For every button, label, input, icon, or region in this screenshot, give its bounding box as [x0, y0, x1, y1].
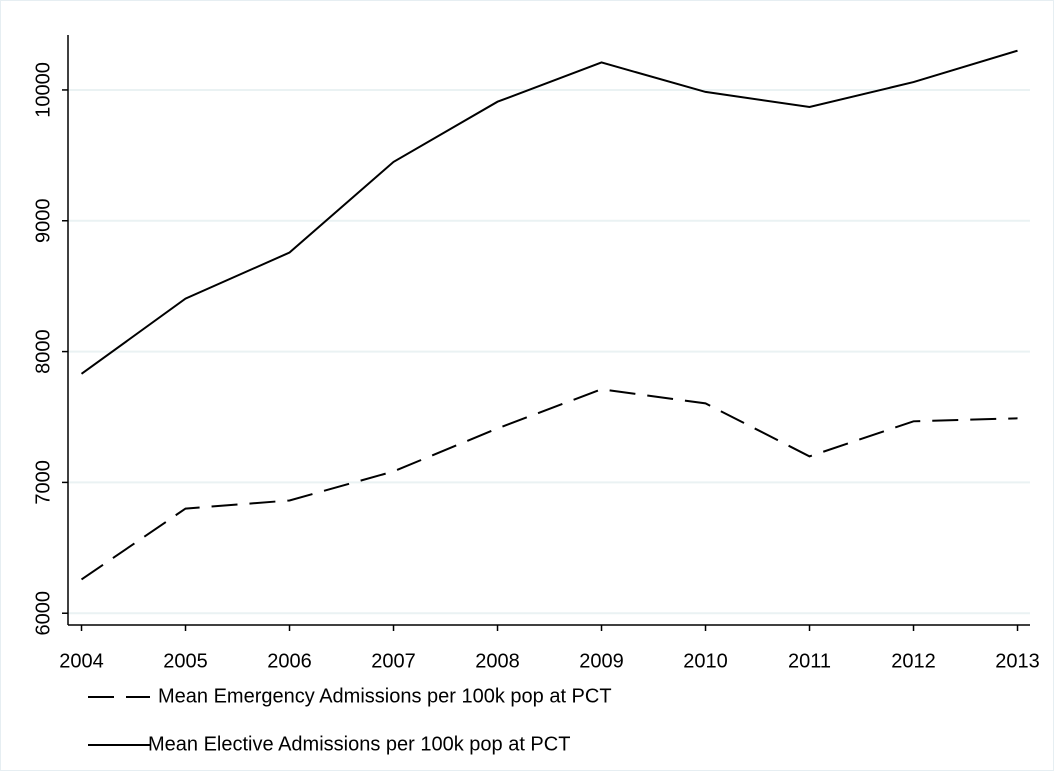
x-tick-label: 2004 — [59, 650, 104, 672]
series-line — [80, 388, 1018, 581]
legend-label: Mean Emergency Admissions per 100k pop a… — [158, 685, 612, 707]
x-tick-label: 2008 — [475, 650, 520, 672]
legend-label: Mean Elective Admissions per 100k pop at… — [148, 733, 570, 755]
x-tick-label: 2011 — [788, 650, 831, 672]
x-tick-label: 2012 — [891, 650, 936, 672]
y-tick-label: 10000 — [32, 62, 54, 118]
x-tick-label: 2013 — [995, 650, 1040, 672]
y-tick-label: 7000 — [32, 460, 54, 505]
x-tick-label: 2007 — [371, 650, 416, 672]
y-tick-label: 9000 — [32, 199, 54, 244]
y-tick-label: 6000 — [32, 591, 54, 636]
x-tick-label: 2010 — [683, 650, 728, 672]
x-tick-label: 2005 — [163, 650, 208, 672]
x-tick-label: 2009 — [579, 650, 624, 672]
y-tick-label: 8000 — [32, 329, 54, 374]
series-line — [80, 49, 1018, 375]
x-tick-label: 2006 — [267, 650, 312, 672]
